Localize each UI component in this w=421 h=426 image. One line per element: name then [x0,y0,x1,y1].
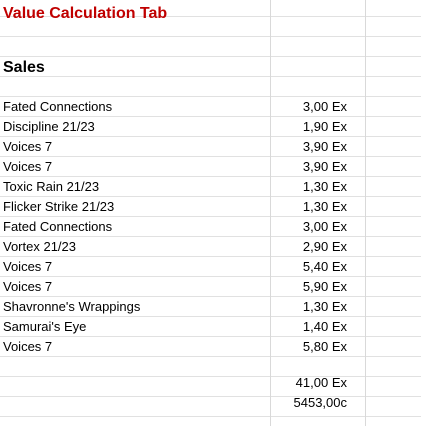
item-name-cell[interactable]: Toxic Rain 21/23 [3,179,100,194]
table-row[interactable]: Shavronne's Wrappings 1,30 Ex [0,297,421,317]
item-name-cell[interactable]: Voices 7 [3,139,53,154]
total-ex-cell[interactable]: 41,00 Ex [295,375,347,390]
table-row[interactable]: Voices 7 5,80 Ex [0,337,421,357]
table-row[interactable]: Fated Connections 3,00 Ex [0,97,421,117]
item-value-cell[interactable]: 5,90 Ex [302,279,347,294]
item-name-cell[interactable]: Discipline 21/23 [3,119,95,134]
total-row-chaos[interactable]: 5453,00c [0,393,421,413]
item-value-cell[interactable]: 1,30 Ex [302,199,347,214]
table-row[interactable]: Toxic Rain 21/23 1,30 Ex [0,177,421,197]
item-value-cell[interactable]: 5,80 Ex [302,339,347,354]
item-value-cell[interactable]: 2,90 Ex [302,239,347,254]
item-name-cell[interactable]: Vortex 21/23 [3,239,76,254]
table-row[interactable]: Samurai's Eye 1,40 Ex [0,317,421,337]
table-row[interactable]: Discipline 21/23 1,90 Ex [0,117,421,137]
table-row[interactable]: Voices 7 5,40 Ex [0,257,421,277]
item-value-cell[interactable]: 1,30 Ex [302,299,347,314]
section-heading[interactable]: Sales [3,59,45,76]
total-chaos-cell[interactable]: 5453,00c [293,395,348,410]
total-row-ex[interactable]: 41,00 Ex [0,373,421,393]
item-name-cell[interactable]: Voices 7 [3,339,53,354]
item-value-cell[interactable]: 1,40 Ex [302,319,347,334]
table-row[interactable]: Vortex 21/23 2,90 Ex [0,237,421,257]
item-name-cell[interactable]: Samurai's Eye [3,319,87,334]
item-value-cell[interactable]: 3,90 Ex [302,159,347,174]
item-name-cell[interactable]: Flicker Strike 21/23 [3,199,115,214]
table-row[interactable]: Voices 7 5,90 Ex [0,277,421,297]
item-value-cell[interactable]: 1,90 Ex [302,119,347,134]
item-value-cell[interactable]: 3,00 Ex [302,99,347,114]
table-row[interactable]: Fated Connections 3,00 Ex [0,217,421,237]
item-name-cell[interactable]: Voices 7 [3,159,53,174]
table-row[interactable]: Flicker Strike 21/23 1,30 Ex [0,197,421,217]
item-value-cell[interactable]: 3,90 Ex [302,139,347,154]
item-value-cell[interactable]: 3,00 Ex [302,219,347,234]
table-row[interactable]: Voices 7 3,90 Ex [0,157,421,177]
table-row[interactable]: Voices 7 3,90 Ex [0,137,421,157]
item-name-cell[interactable]: Voices 7 [3,279,53,294]
item-name-cell[interactable]: Shavronne's Wrappings [3,299,141,314]
item-name-cell[interactable]: Voices 7 [3,259,53,274]
page-title[interactable]: Value Calculation Tab [3,5,168,22]
item-name-cell[interactable]: Fated Connections [3,219,113,234]
item-value-cell[interactable]: 5,40 Ex [302,259,347,274]
item-value-cell[interactable]: 1,30 Ex [302,179,347,194]
item-name-cell[interactable]: Fated Connections [3,99,113,114]
